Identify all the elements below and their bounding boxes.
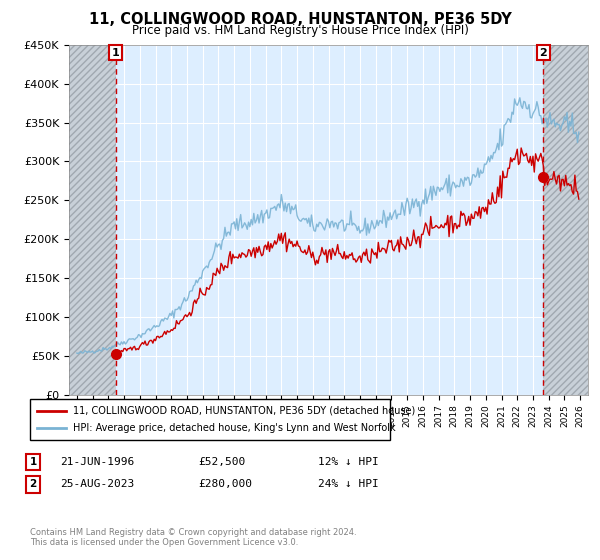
Text: 11, COLLINGWOOD ROAD, HUNSTANTON, PE36 5DY: 11, COLLINGWOOD ROAD, HUNSTANTON, PE36 5… [89, 12, 511, 27]
Text: Contains HM Land Registry data © Crown copyright and database right 2024.
This d: Contains HM Land Registry data © Crown c… [30, 528, 356, 547]
Text: HPI: Average price, detached house, King's Lynn and West Norfolk: HPI: Average price, detached house, King… [73, 423, 396, 433]
Text: 1: 1 [112, 48, 119, 58]
Text: 2: 2 [29, 479, 37, 489]
Text: 1: 1 [29, 457, 37, 467]
Text: 25-AUG-2023: 25-AUG-2023 [60, 479, 134, 489]
Text: 12% ↓ HPI: 12% ↓ HPI [318, 457, 379, 467]
Text: £52,500: £52,500 [198, 457, 245, 467]
Bar [69, 45, 116, 395]
Text: 11, COLLINGWOOD ROAD, HUNSTANTON, PE36 5DY (detached house): 11, COLLINGWOOD ROAD, HUNSTANTON, PE36 5… [73, 405, 415, 416]
Bar [543, 45, 588, 395]
FancyBboxPatch shape [30, 399, 390, 440]
Text: 21-JUN-1996: 21-JUN-1996 [60, 457, 134, 467]
Text: £280,000: £280,000 [198, 479, 252, 489]
Text: 24% ↓ HPI: 24% ↓ HPI [318, 479, 379, 489]
Text: Price paid vs. HM Land Registry's House Price Index (HPI): Price paid vs. HM Land Registry's House … [131, 24, 469, 37]
Text: 2: 2 [539, 48, 547, 58]
